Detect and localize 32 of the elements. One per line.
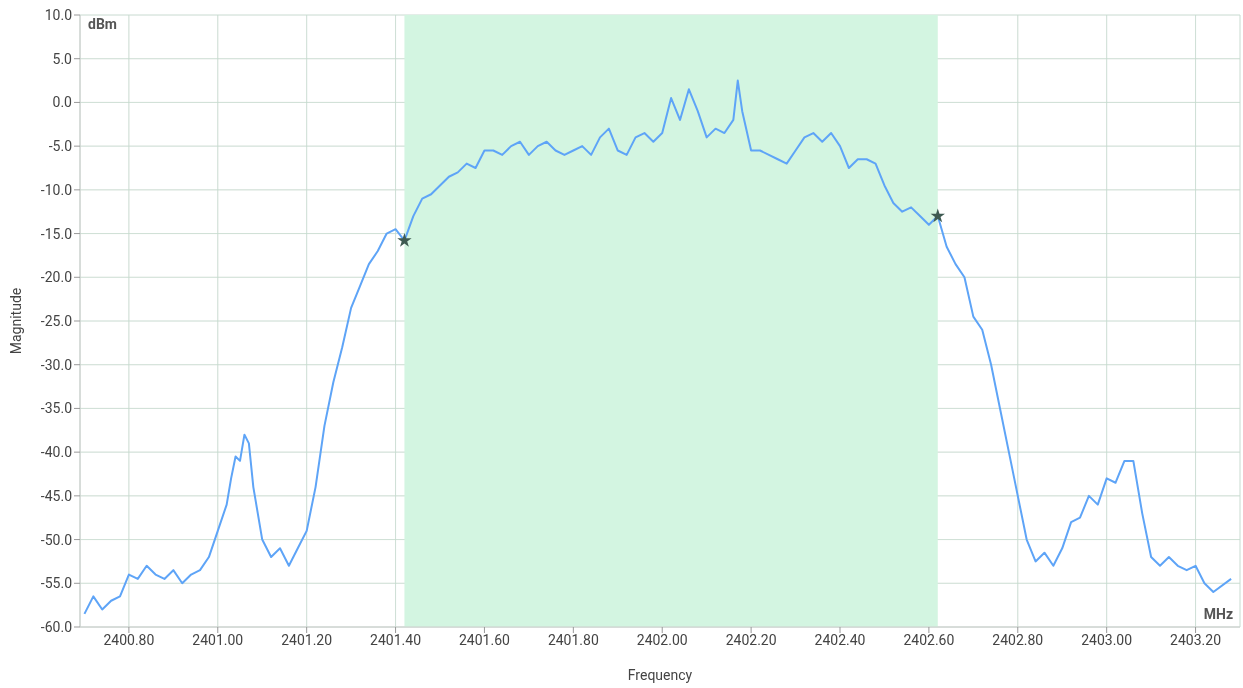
annotation: dBm [88, 16, 117, 32]
y-tick-label: -15.0 [40, 225, 73, 242]
y-tick-label: -25.0 [40, 312, 73, 329]
x-tick-label: 2402.80 [992, 631, 1044, 648]
x-tick-label: 2401.20 [281, 631, 333, 648]
y-tick-label: -45.0 [40, 487, 73, 504]
y-tick-label: -20.0 [40, 269, 73, 286]
x-tick-label: 2402.00 [636, 631, 688, 648]
y-tick-label: -30.0 [40, 356, 73, 373]
y-tick-label: -50.0 [40, 531, 73, 548]
y-tick-label: -40.0 [40, 444, 73, 461]
x-tick-label: 2401.40 [370, 631, 422, 648]
y-tick-label: 5.0 [52, 50, 73, 67]
y-tick-label: -35.0 [40, 400, 73, 417]
x-tick-label: 2401.00 [192, 631, 244, 648]
x-tick-label: 2403.20 [1170, 631, 1222, 648]
y-tick-label: -5.0 [48, 138, 73, 155]
y-tick-label: -60.0 [40, 618, 73, 635]
annotation: MHz [1203, 606, 1233, 622]
x-tick-label: 2402.20 [725, 631, 777, 648]
y-axis-title: Magnitude [7, 287, 24, 355]
x-tick-label: 2400.80 [103, 631, 155, 648]
y-tick-label: 0.0 [52, 94, 73, 111]
x-tick-label: 2402.60 [903, 631, 955, 648]
x-tick-label: 2401.80 [547, 631, 599, 648]
y-tick-label: 10.0 [44, 6, 73, 23]
y-tick-label: -55.0 [40, 575, 73, 592]
y-tick-label: -10.0 [40, 181, 73, 198]
x-axis-title: Frequency [627, 667, 693, 683]
x-tick-label: 2402.40 [814, 631, 866, 648]
x-tick-label: 2403.00 [1081, 631, 1133, 648]
x-tick-label: 2401.60 [458, 631, 511, 648]
